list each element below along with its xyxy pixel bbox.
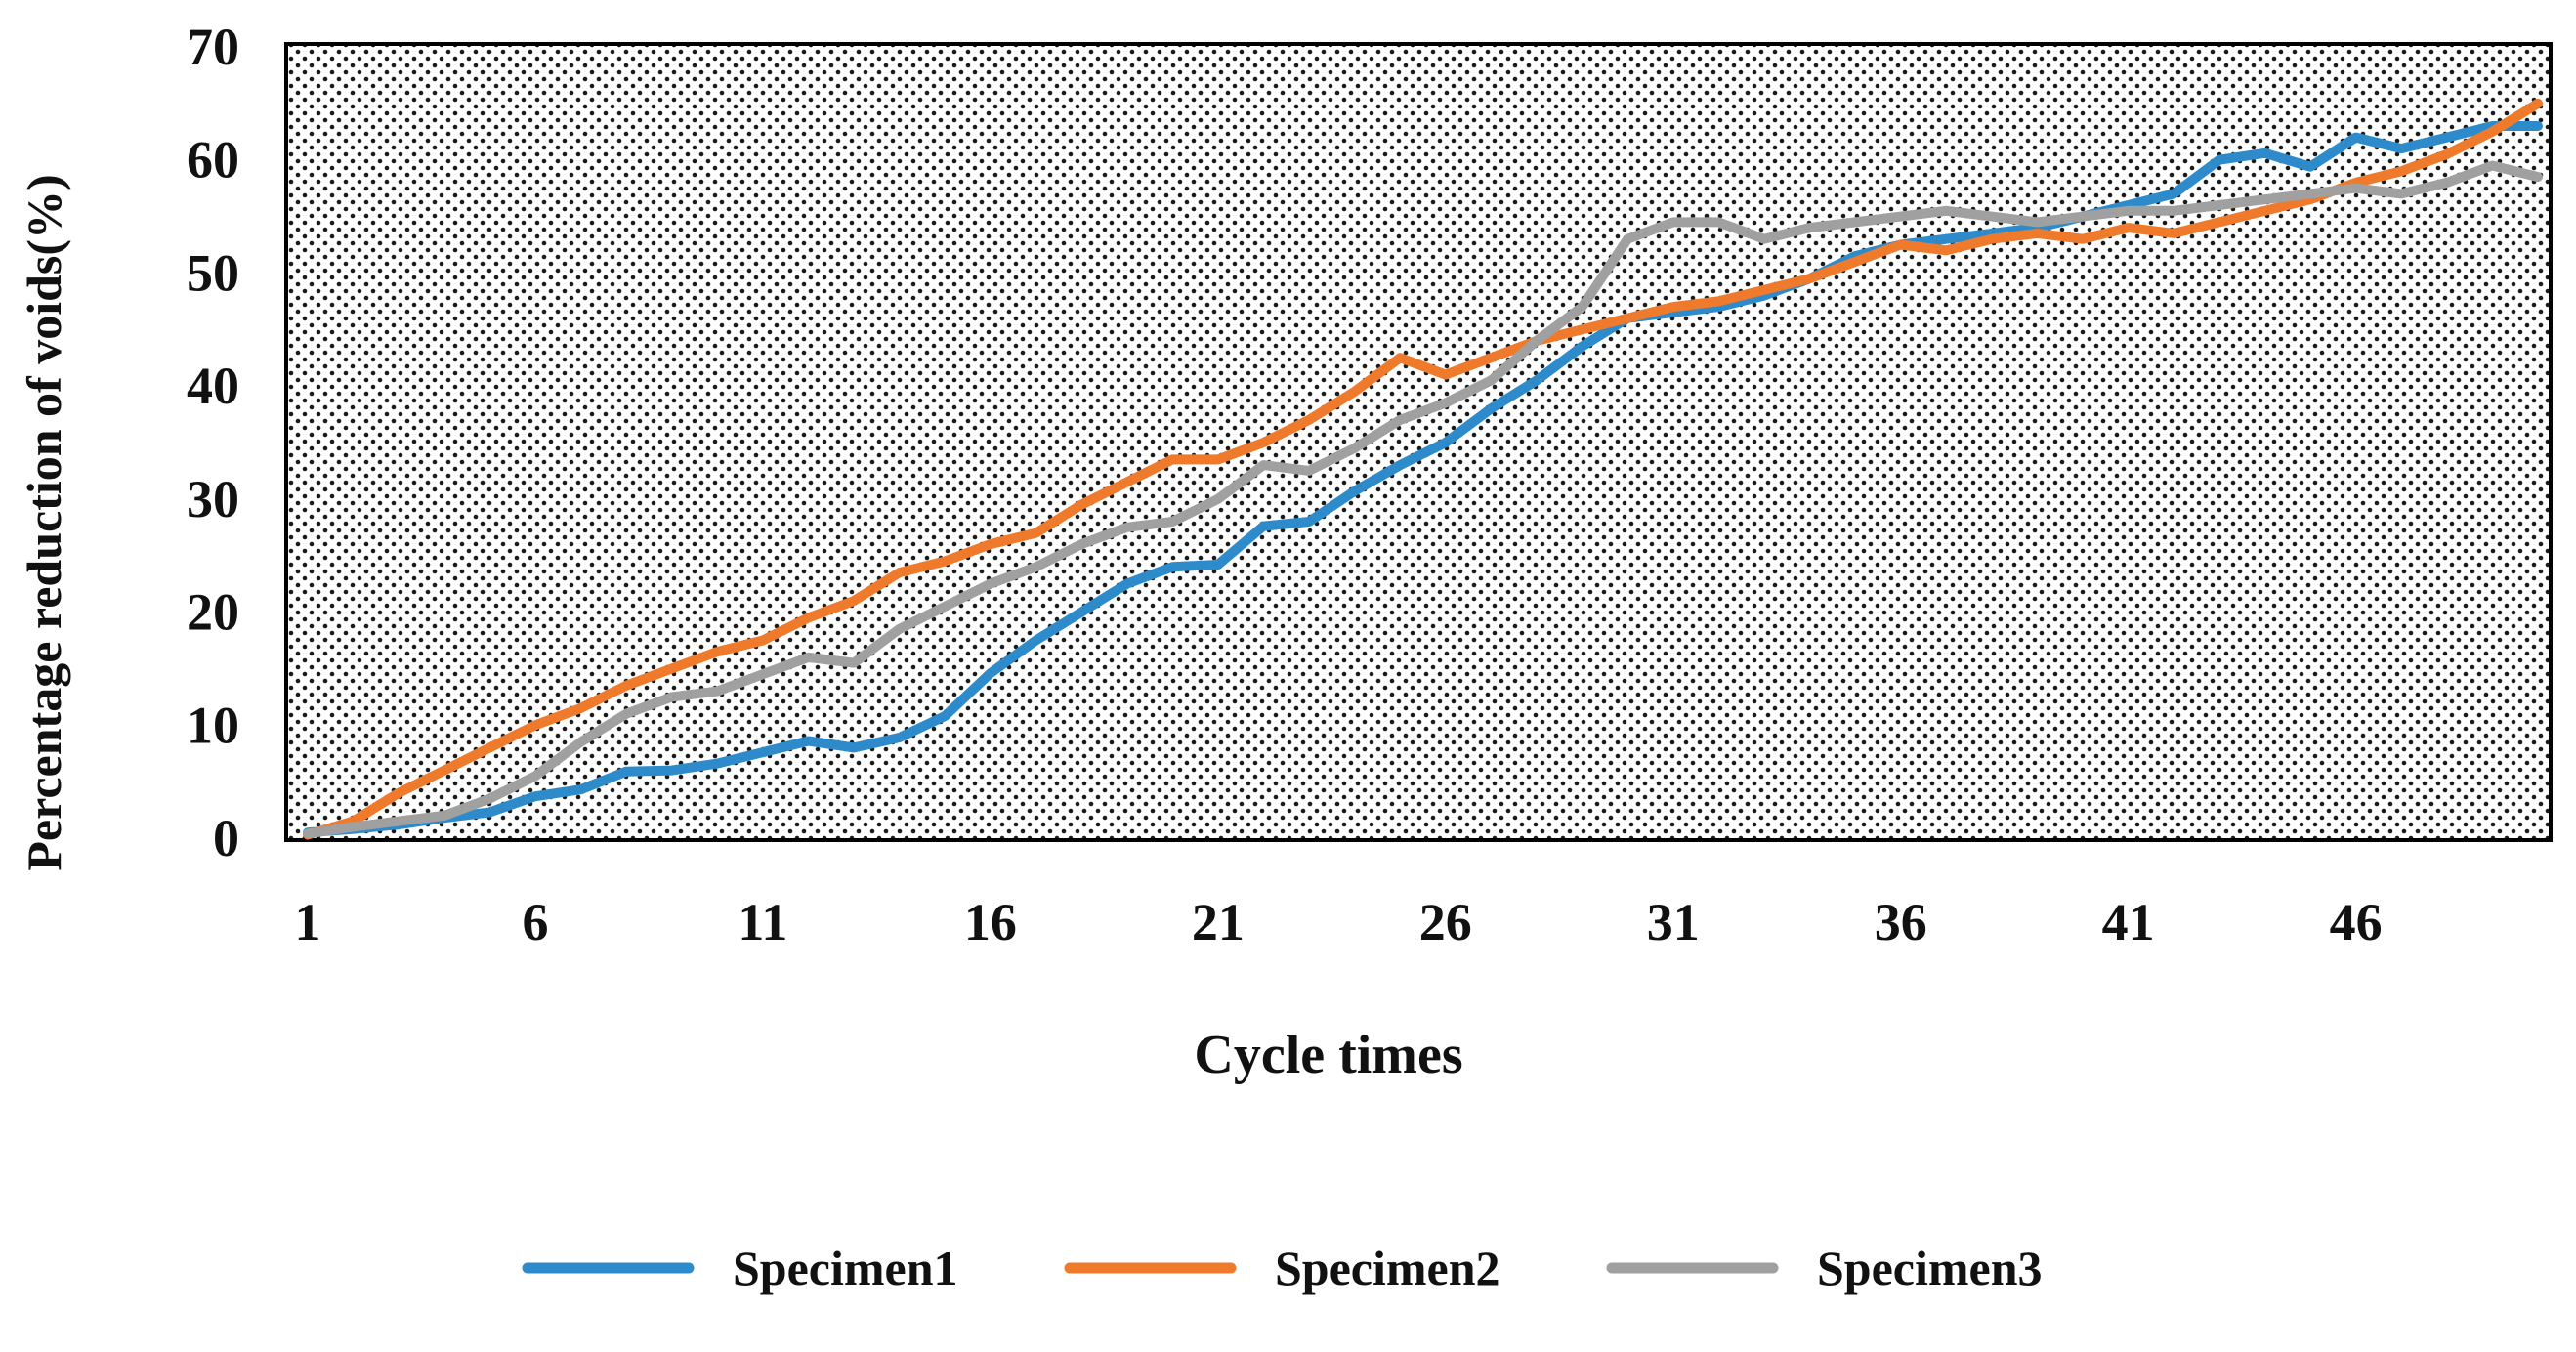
y-axis-ticks: 0 10 20 30 40 50 60 70 [187, 18, 239, 867]
plot-area [284, 42, 2553, 842]
legend-label: Specimen3 [1817, 1241, 2043, 1295]
x-tick-label: 6 [522, 893, 548, 951]
x-tick-label: 11 [738, 893, 787, 951]
x-tick-label: 31 [1647, 893, 1700, 951]
x-tick-label: 26 [1419, 893, 1472, 951]
y-tick-label: 50 [187, 243, 239, 302]
x-tick-label: 21 [1192, 893, 1245, 951]
y-tick-label: 40 [187, 357, 239, 415]
x-tick-label: 46 [2330, 893, 2383, 951]
legend-label: Specimen2 [1275, 1241, 1500, 1295]
series-lines [303, 98, 2543, 840]
y-tick-label: 10 [187, 696, 239, 754]
y-tick-label: 0 [213, 809, 239, 867]
x-tick-label: 1 [295, 893, 321, 951]
y-tick-label: 30 [187, 470, 239, 528]
legend: Specimen1 Specimen2 Specimen3 [522, 1241, 2043, 1295]
x-axis-label: Cycle times [1194, 1025, 1462, 1085]
y-tick-label: 70 [187, 18, 239, 76]
y-tick-label: 20 [187, 583, 239, 642]
series-line-specimen2 [303, 98, 2543, 840]
x-tick-label: 36 [1875, 893, 1927, 951]
series-line-specimen1 [303, 121, 2543, 838]
x-tick-label: 41 [2102, 893, 2155, 951]
series-line-specimen3 [303, 160, 2543, 839]
y-tick-label: 60 [187, 131, 239, 190]
x-tick-label: 16 [964, 893, 1017, 951]
y-axis-label: Percentage reduction of voids(%) [17, 174, 71, 870]
x-axis-ticks: 1 6 11 16 21 26 31 36 41 46 [295, 893, 2383, 951]
legend-label: Specimen1 [733, 1241, 958, 1295]
